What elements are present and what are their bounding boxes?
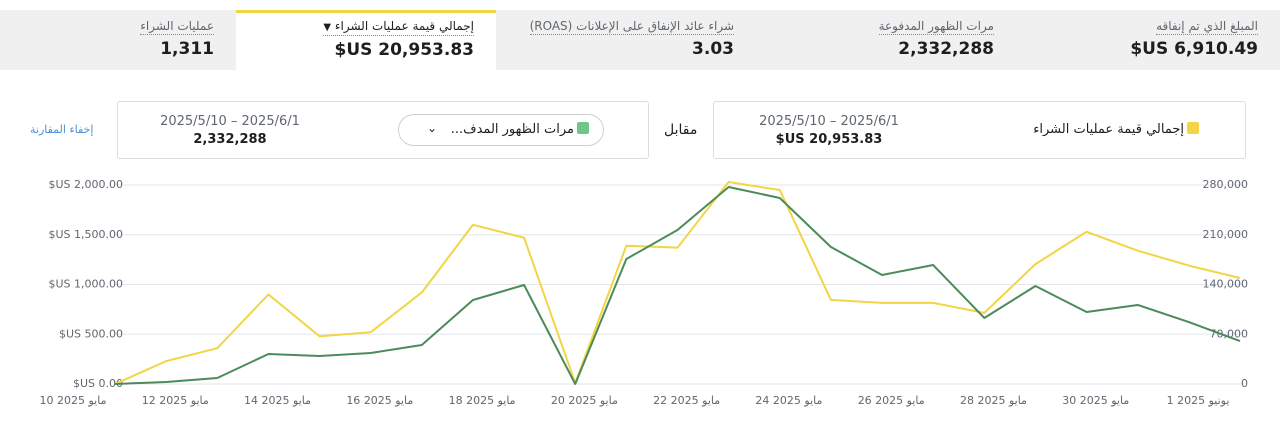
metric-label-text: إجمالي قيمة عمليات الشراء (334, 19, 474, 33)
metric-label: عمليات الشراء (140, 19, 214, 35)
metric-name: إجمالي قيمة عمليات الشراء (1033, 122, 1184, 137)
x-tick-label: 26 مايو 2025 (858, 394, 925, 407)
x-tick-label: 20 مايو 2025 (551, 394, 618, 407)
metric-label: مرات الظهور المدفوعة (878, 19, 994, 35)
x-tick-label: 30 مايو 2025 (1062, 394, 1129, 407)
x-tick-label: 24 مايو 2025 (755, 394, 822, 407)
metric-value: 2,332,288 (898, 39, 994, 59)
dropdown-arrow: ▼ (323, 22, 332, 33)
metric-label: المبلغ الذي تم إنفاقه (1156, 19, 1258, 35)
series-line (114, 181, 1241, 385)
metrics-bar (0, 10, 1280, 70)
chart: $US 0.00 $US 500.00 $US 1,000.00 $US 1,500.… (40, 178, 1249, 407)
x-tick-label: 28 مايو 2025 (960, 394, 1027, 407)
versus-label: مقابل (664, 122, 698, 138)
y2-tick-label: 0 (1241, 377, 1248, 390)
metric-tab[interactable]: المبلغ الذي تم إنفاقه $US 6,910.49 (1016, 10, 1280, 70)
y2-tick-label: 280,000 (1203, 178, 1249, 191)
x-tick-label: 18 مايو 2025 (449, 394, 516, 407)
total: $US 20,953.83 (775, 132, 883, 147)
metric-value: 1,311 (160, 39, 214, 59)
y2-tick-label: 210,000 (1203, 228, 1249, 241)
comparison-box: 2025/5/10 – 2025/6/1 $US 20,953.83 إجمال… (713, 101, 1246, 159)
y-tick-label: $US 500.00 (59, 327, 123, 340)
y-tick-label: $US 2,000.00 (48, 178, 123, 191)
metric-tab-selected[interactable]: إجمالي قيمة عمليات الشراء ▼ $US 20,953.8… (236, 10, 496, 70)
series-line (114, 185, 1241, 385)
y-tick-label: $US 1,500.00 (48, 228, 123, 241)
date-range: 2025/5/10 – 2025/6/1 (759, 114, 899, 129)
x-tick-label: 10 مايو 2025 (40, 394, 107, 407)
metric-tab[interactable]: مرات الظهور المدفوعة 2,332,288 (756, 10, 1016, 70)
x-tick-label: 16 مايو 2025 (346, 394, 413, 407)
x-tick-label: 22 مايو 2025 (653, 394, 720, 407)
total: 2,332,288 (193, 132, 267, 147)
metric-dropdown[interactable]: مرات الظهور المدف... ⌄ (398, 114, 604, 146)
metric-label: شراء عائد الإنفاق على الإعلانات (ROAS) (529, 19, 734, 35)
metric-value: $US 20,953.83 (334, 40, 474, 60)
date-range: 2025/5/10 – 2025/6/1 (160, 114, 300, 129)
metric-name: مرات الظهور المدف... (450, 122, 574, 137)
metric-value: 3.03 (692, 39, 734, 59)
comparison-box: 2025/5/10 – 2025/6/1 2,332,288 (117, 101, 649, 159)
legend-swatch (1187, 122, 1199, 134)
metric-label: إجمالي قيمة عمليات الشراء ▼ (323, 19, 474, 36)
x-tick-label: 14 مايو 2025 (244, 394, 311, 407)
metric-value: $US 6,910.49 (1130, 39, 1258, 59)
legend-swatch (577, 122, 589, 134)
y2-tick-label: 140,000 (1203, 278, 1249, 291)
y2-tick-label: 70,000 (1210, 327, 1249, 340)
hide-comparison-link[interactable]: إخفاء المقارنة (30, 123, 94, 136)
x-tick-label: 1 يونيو 2025 (1167, 394, 1230, 407)
y-tick-label: $US 1,000.00 (48, 278, 123, 291)
chevron: ⌄ (427, 121, 438, 135)
x-tick-label: 12 مايو 2025 (142, 394, 209, 407)
primary-metric: إجمالي قيمة عمليات الشراء (1033, 122, 1199, 137)
metric-tab[interactable]: عمليات الشراء 1,311 (0, 10, 236, 70)
metric-tab[interactable]: شراء عائد الإنفاق على الإعلانات (ROAS) 3… (496, 10, 756, 70)
y-tick-label: $US 0.00 (73, 377, 123, 390)
